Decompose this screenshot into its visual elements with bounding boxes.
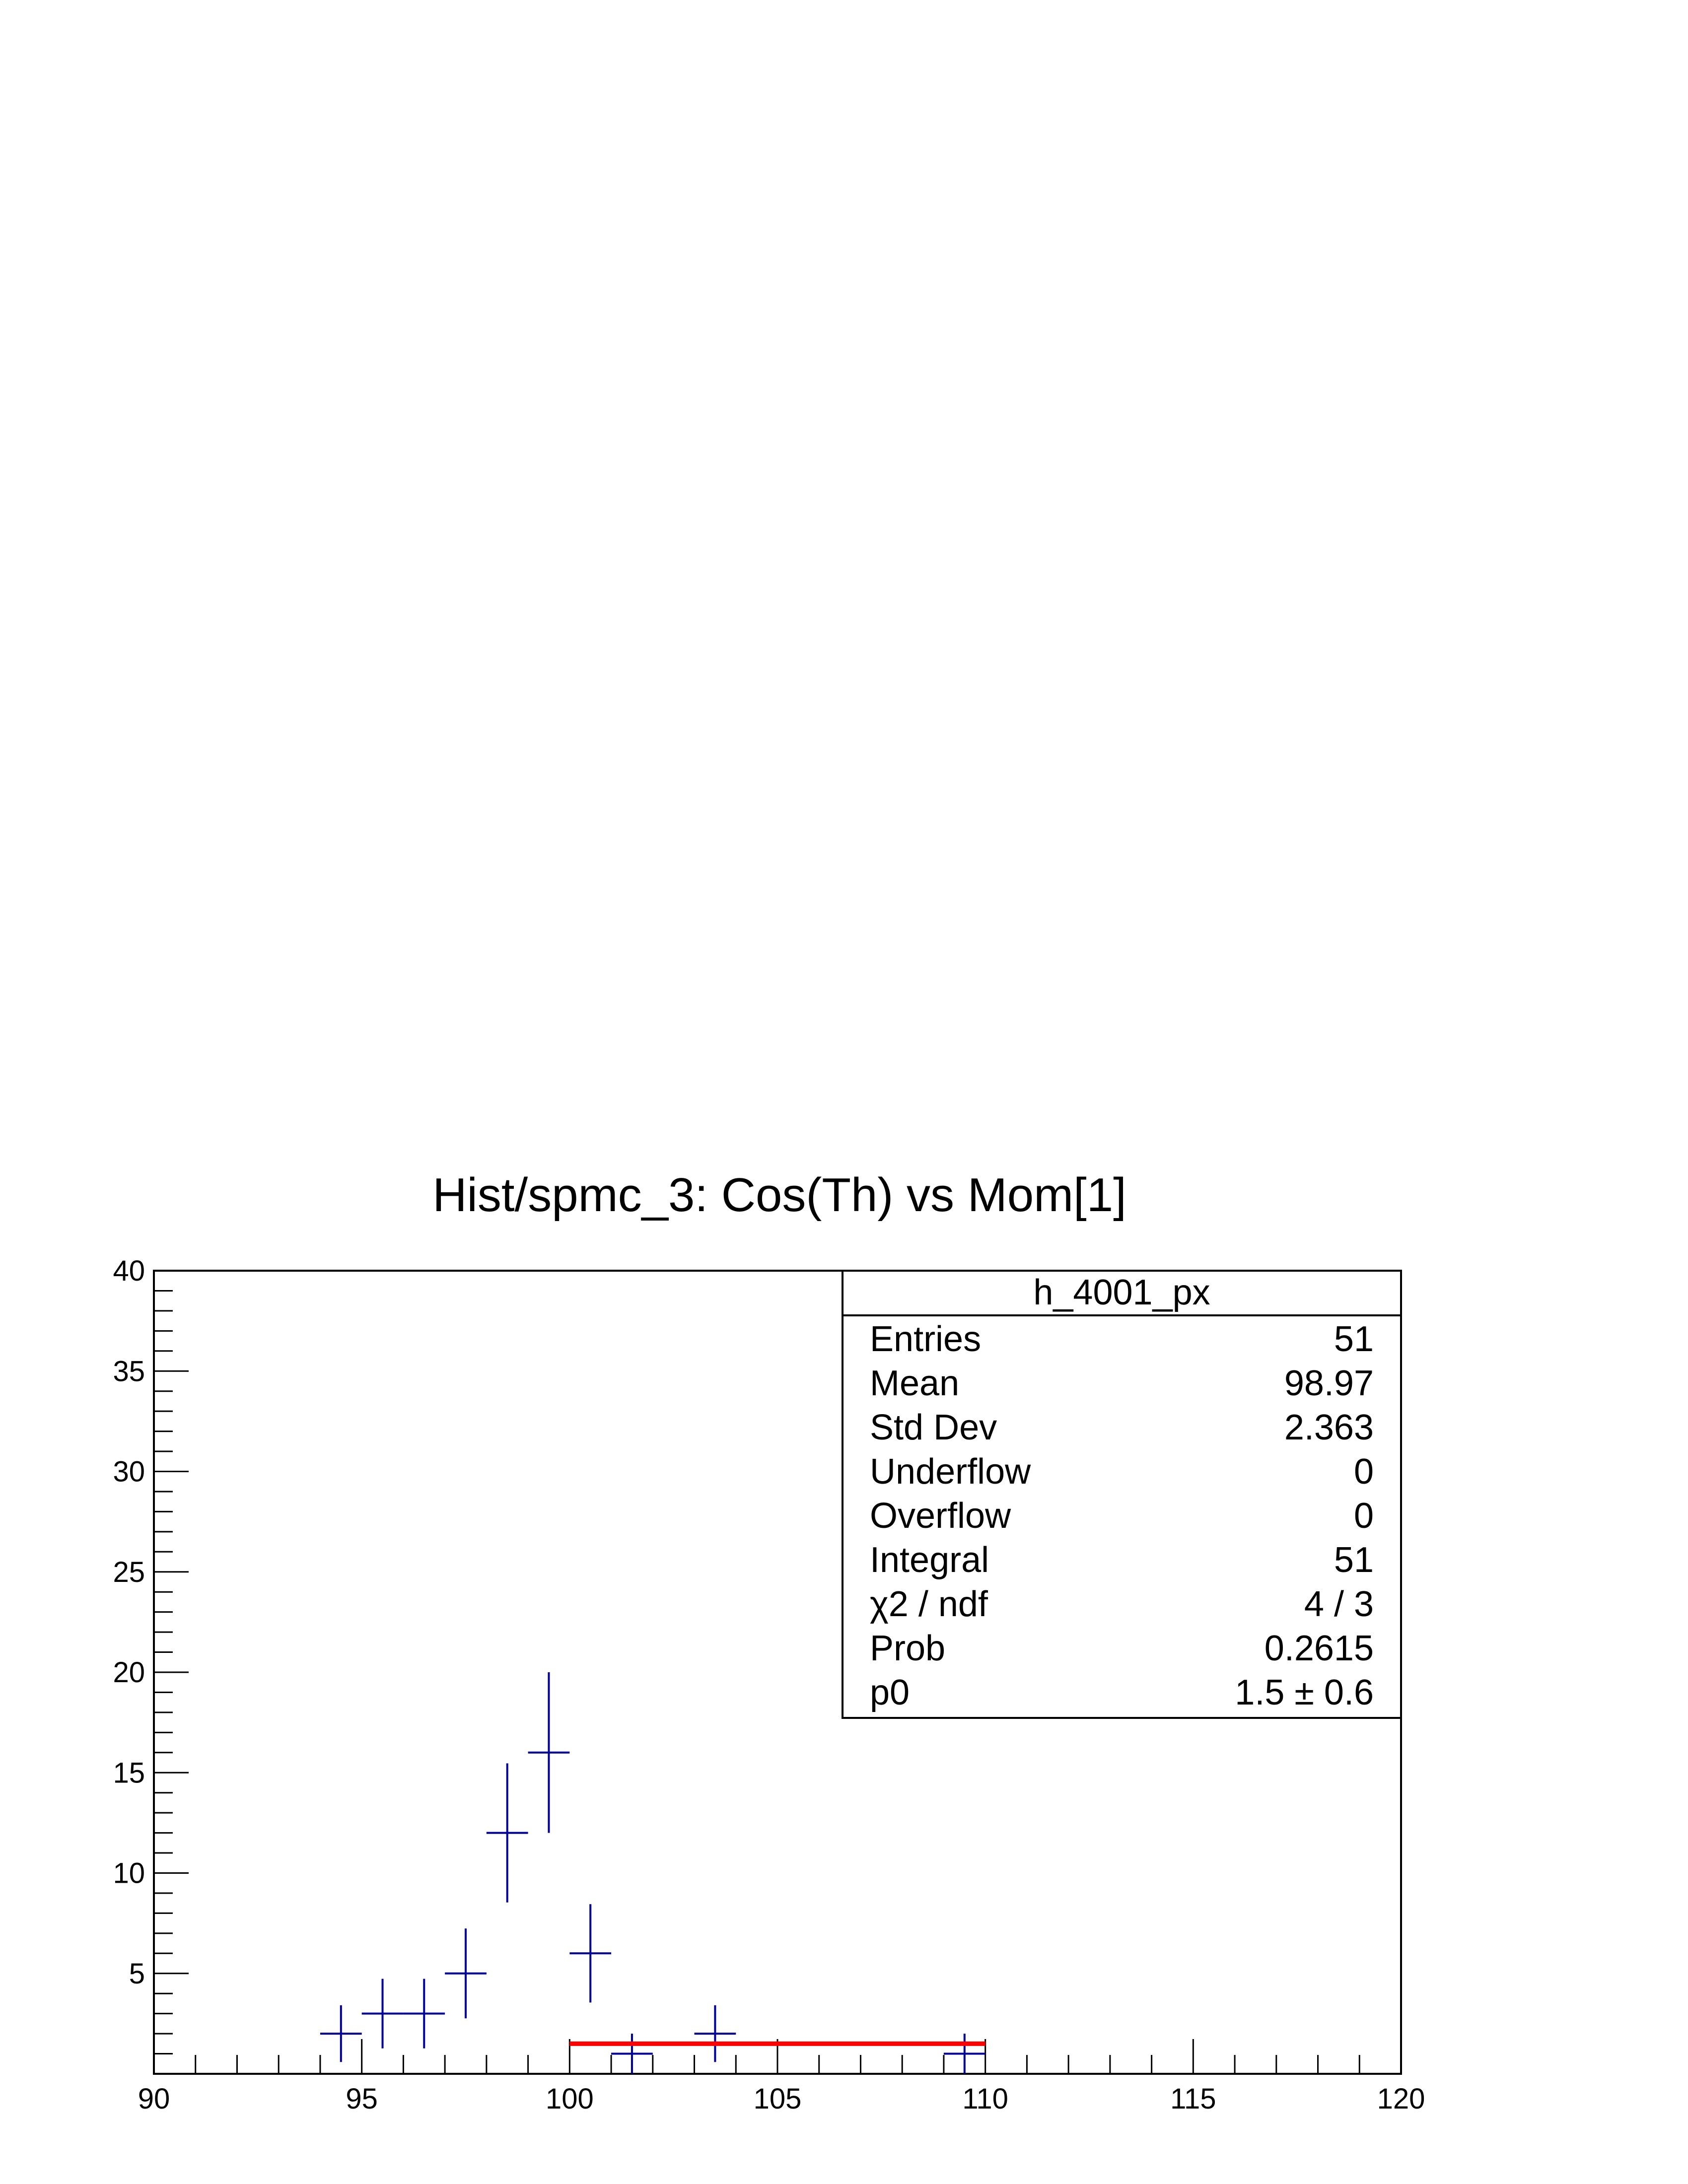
stats-row-label: Prob <box>870 1629 945 1668</box>
x-tick-label: 100 <box>546 2083 594 2115</box>
stats-row-value: 51 <box>1334 1319 1374 1359</box>
stats-row-value: 98.97 <box>1284 1364 1374 1403</box>
x-tick-label: 120 <box>1377 2083 1425 2115</box>
data-point <box>445 1928 487 2019</box>
data-point <box>361 1979 404 2048</box>
x-tick-label: 105 <box>754 2083 802 2115</box>
stats-row-label: p0 <box>870 1673 910 1712</box>
data-point <box>320 2005 362 2062</box>
stats-row-value: 4 / 3 <box>1304 1584 1374 1624</box>
x-tick-label: 90 <box>138 2083 170 2115</box>
stats-row-label: Underflow <box>870 1452 1031 1492</box>
data-point <box>611 2034 653 2074</box>
chart-title: Hist/spmc_3: Cos(Th) vs Mom[1] <box>432 1168 1126 1222</box>
data-point <box>569 1904 612 2003</box>
data-points <box>320 1672 985 2074</box>
y-tick-label: 30 <box>113 1456 145 1488</box>
stats-row-label: Entries <box>870 1319 981 1359</box>
x-tick-label: 115 <box>1170 2083 1216 2115</box>
stats-row-label: Integral <box>870 1540 989 1580</box>
stats-box-title: h_4001_px <box>1033 1273 1210 1312</box>
stats-row-label: Std Dev <box>870 1408 997 1447</box>
data-point <box>694 2005 736 2062</box>
data-point <box>528 1672 570 1833</box>
y-tick-label: 25 <box>113 1556 145 1588</box>
stats-row-label: Mean <box>870 1364 959 1403</box>
stats-row-label: χ2 / ndf <box>870 1584 988 1624</box>
data-point <box>943 2034 985 2074</box>
stats-row-value: 51 <box>1334 1540 1374 1580</box>
x-tick-label: 110 <box>962 2083 1008 2115</box>
y-tick-label: 20 <box>113 1656 145 1689</box>
y-tick-label: 35 <box>113 1355 145 1387</box>
y-tick-label: 15 <box>113 1757 145 1789</box>
y-tick-label: 5 <box>129 1958 145 1990</box>
data-point <box>403 1979 445 2048</box>
stats-row-value: 2.363 <box>1284 1408 1374 1447</box>
stats-row-value: 0.2615 <box>1265 1629 1374 1668</box>
data-point <box>486 1763 528 1903</box>
stats-row-value: 1.5 ± 0.6 <box>1235 1673 1374 1712</box>
stats-row-label: Overflow <box>870 1496 1011 1536</box>
stats-box-frame <box>842 1270 1402 1719</box>
stats-row-value: 0 <box>1354 1496 1374 1536</box>
y-tick-label: 40 <box>113 1255 145 1287</box>
stats-box: h_4001_px Entries 51 Mean 98.97 Std Dev 2.363 U… <box>842 1270 1402 1719</box>
y-tick-label: 10 <box>113 1857 145 1890</box>
x-tick-label: 95 <box>346 2083 378 2115</box>
stats-row-value: 0 <box>1354 1452 1374 1492</box>
